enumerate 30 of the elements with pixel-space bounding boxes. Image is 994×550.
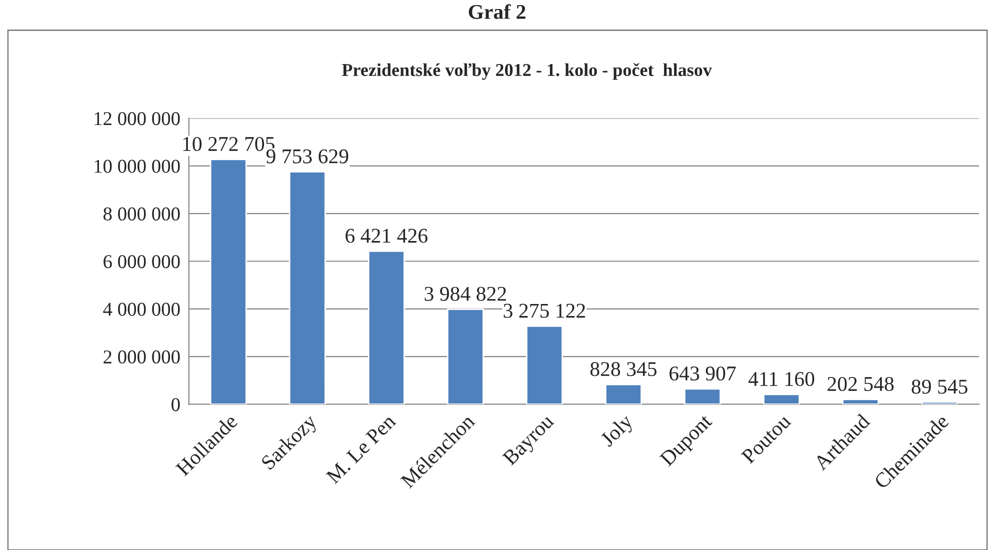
chart-title: Prezidentské voľby 2012 - 1. kolo - počet hlasov: [342, 63, 712, 80]
data-label: 3 275 122: [504, 304, 585, 318]
y-tick-label: 6 000 000: [104, 255, 180, 268]
bar: [763, 394, 800, 404]
bar: [446, 308, 484, 404]
data-label: 89 545: [912, 380, 968, 394]
data-label: 3 984 822: [424, 286, 506, 301]
y-tick-label: 10 000 000: [94, 160, 180, 173]
bar: [921, 401, 958, 404]
data-label: 6 421 426: [346, 228, 428, 243]
y-tick-label: 12 000 000: [94, 112, 180, 126]
x-tick-label: Joly: [599, 412, 637, 450]
bar: [605, 384, 642, 404]
bar: [842, 398, 880, 404]
data-label: 411 160: [748, 372, 814, 386]
data-label: 9 753 629: [266, 149, 348, 164]
bar: [684, 388, 721, 404]
bar: [526, 326, 563, 404]
bar: [210, 158, 247, 404]
y-tick-label: 0: [172, 398, 180, 412]
y-tick-label: 4 000 000: [103, 302, 180, 316]
y-tick-label: 8 000 000: [103, 207, 180, 221]
data-label: 643 907: [670, 366, 736, 381]
y-tick-label: 2 000 000: [104, 350, 180, 364]
text: Graf 2: [468, 4, 526, 19]
data-label: 828 345: [590, 362, 657, 376]
x-tick-label: M. Le Pen: [326, 413, 397, 484]
bar: [368, 250, 405, 404]
data-label: 202 548: [828, 376, 894, 392]
bar: [288, 171, 326, 404]
